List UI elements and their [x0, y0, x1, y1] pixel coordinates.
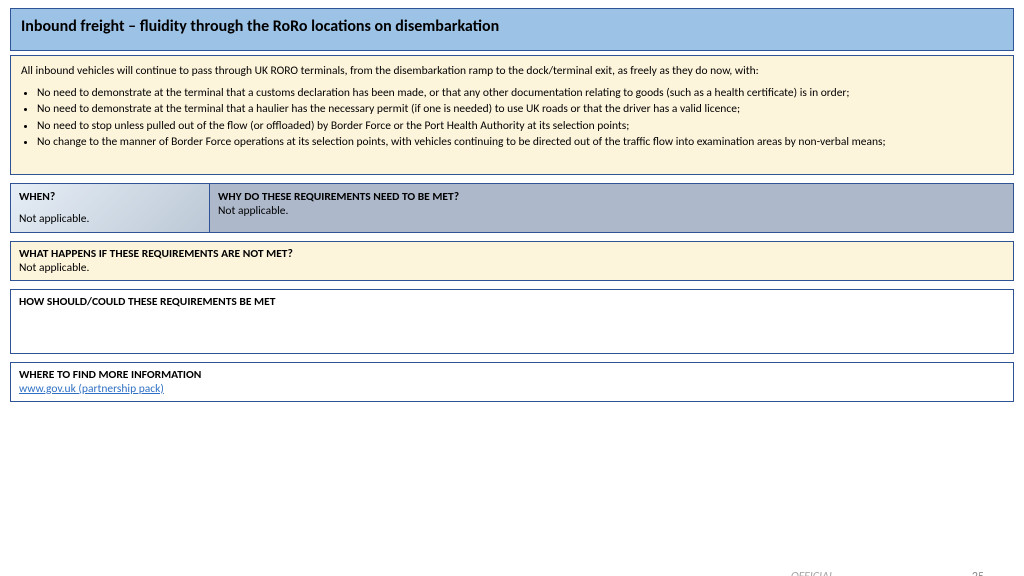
title-bar: Inbound freight – fluidity through the R…	[10, 8, 1014, 51]
when-body: Not applicable.	[19, 212, 201, 226]
page-number: 25	[972, 570, 984, 576]
why-heading: WHY DO THESE REQUIREMENTS NEED TO BE MET…	[218, 190, 1005, 204]
slide-page: Inbound freight – fluidity through the R…	[0, 0, 1024, 576]
when-panel: WHEN? Not applicable.	[10, 183, 210, 233]
intro-bullet-list: No need to demonstrate at the terminal t…	[37, 86, 1003, 151]
moreinfo-heading: WHERE TO FIND MORE INFORMATION	[19, 368, 1005, 382]
when-heading: WHEN?	[19, 190, 201, 204]
moreinfo-link[interactable]: www.gov.uk (partnership pack)	[19, 382, 164, 396]
classification-label: OFFICIAL	[791, 570, 834, 576]
howmet-heading: HOW SHOULD/COULD THESE REQUIREMENTS BE M…	[19, 295, 1005, 309]
why-body: Not applicable.	[218, 204, 1005, 218]
intro-panel: All inbound vehicles will continue to pa…	[10, 55, 1014, 175]
howmet-panel: HOW SHOULD/COULD THESE REQUIREMENTS BE M…	[10, 289, 1014, 354]
intro-bullet: No need to demonstrate at the terminal t…	[37, 86, 1003, 102]
intro-lead: All inbound vehicles will continue to pa…	[21, 64, 1003, 80]
intro-bullet: No need to stop unless pulled out of the…	[37, 119, 1003, 135]
intro-bullet: No need to demonstrate at the terminal t…	[37, 102, 1003, 118]
page-title: Inbound freight – fluidity through the R…	[21, 17, 1003, 36]
notmet-body: Not applicable.	[19, 261, 1005, 275]
moreinfo-panel: WHERE TO FIND MORE INFORMATION www.gov.u…	[10, 362, 1014, 402]
notmet-heading: WHAT HAPPENS IF THESE REQUIREMENTS ARE N…	[19, 247, 1005, 261]
why-panel: WHY DO THESE REQUIREMENTS NEED TO BE MET…	[210, 183, 1014, 233]
intro-bullet: No change to the manner of Border Force …	[37, 135, 1003, 151]
notmet-panel: WHAT HAPPENS IF THESE REQUIREMENTS ARE N…	[10, 241, 1014, 281]
when-why-row: WHEN? Not applicable. WHY DO THESE REQUI…	[10, 183, 1014, 233]
